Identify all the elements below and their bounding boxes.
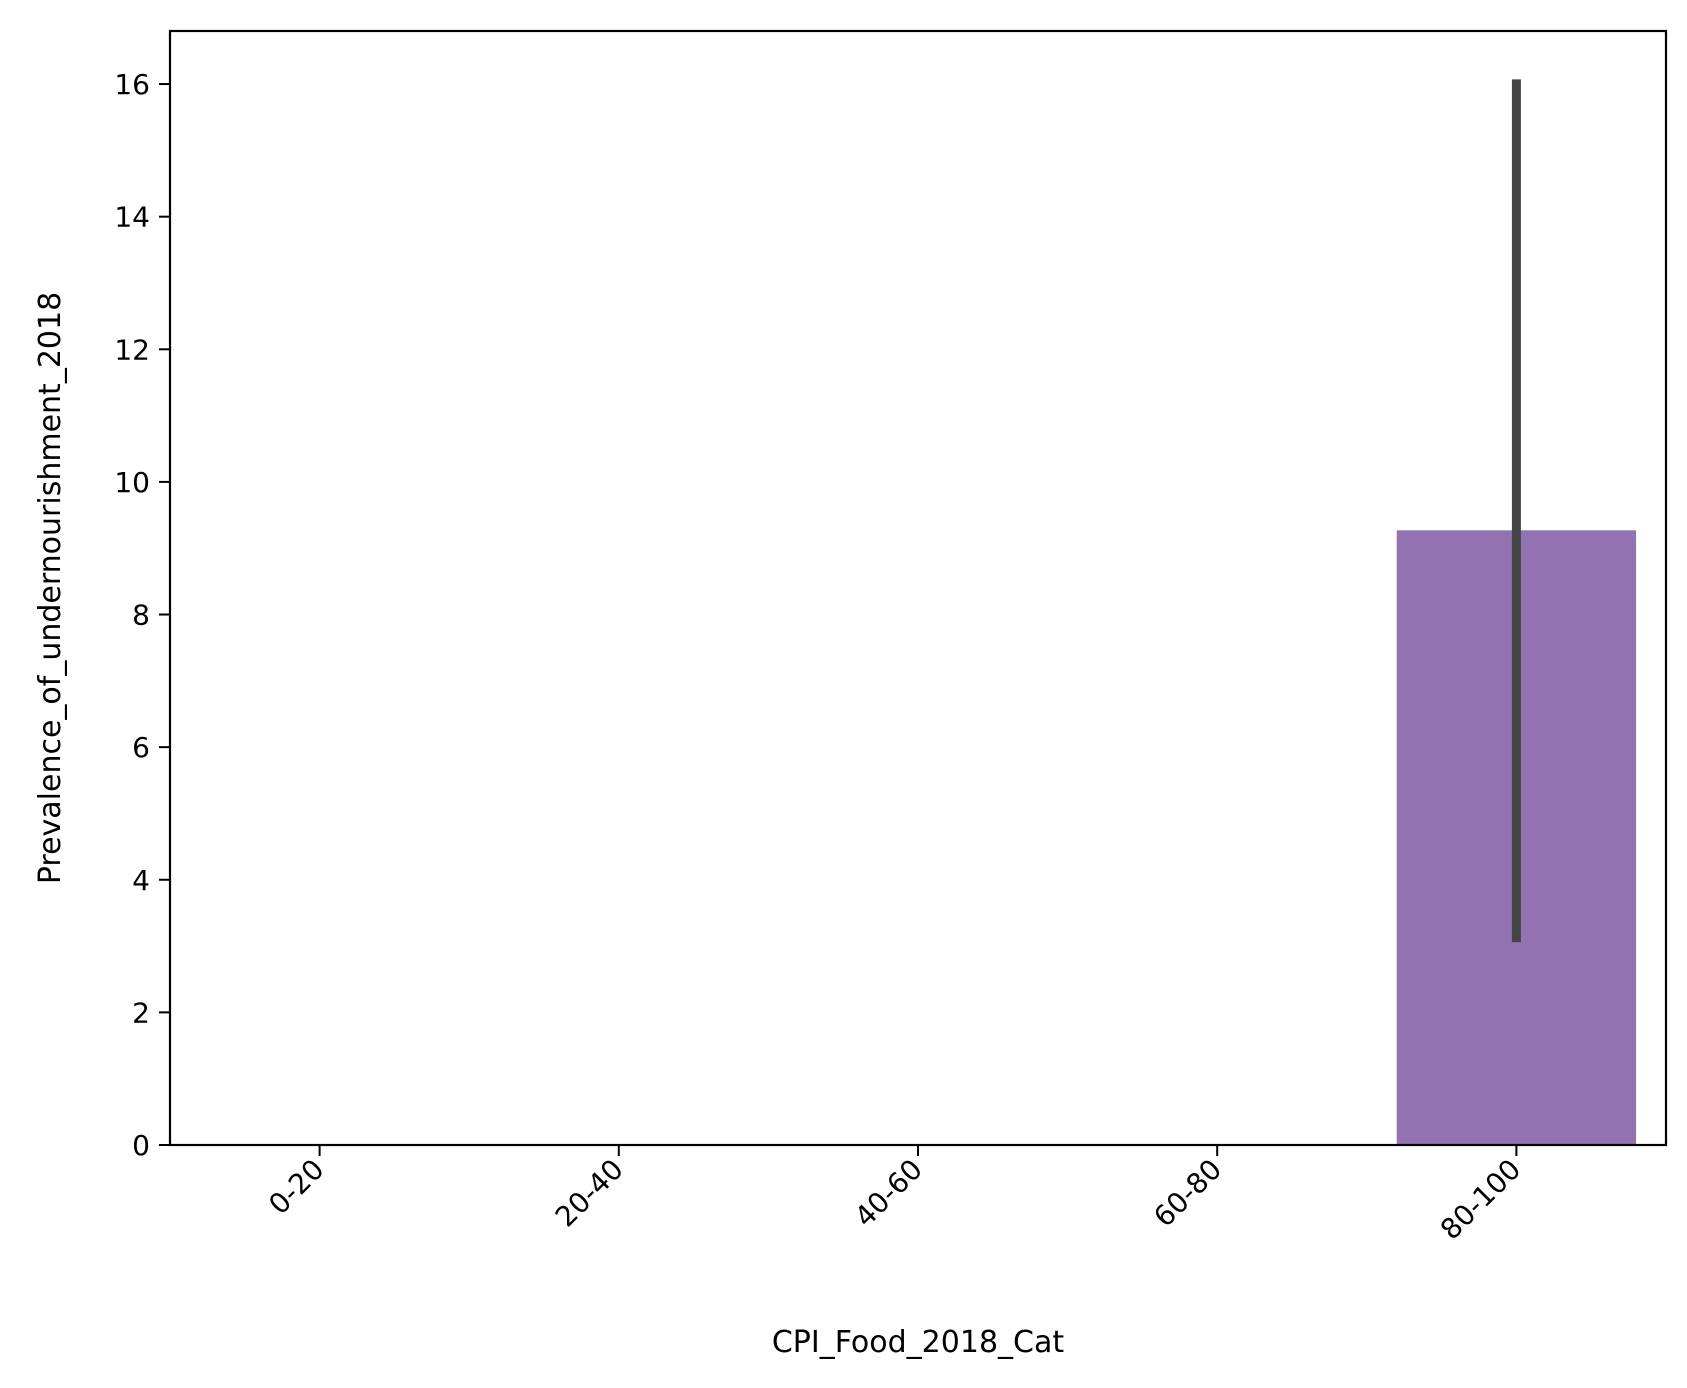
x-tick-label-20-40: 20-40	[549, 1153, 630, 1234]
y-tick-label-4: 4	[132, 864, 150, 897]
y-tick-label-14: 14	[114, 201, 150, 234]
y-tick-label-0: 0	[132, 1129, 150, 1162]
y-tick-label-8: 8	[132, 599, 150, 632]
x-axis-label: CPI_Food_2018_Cat	[772, 1325, 1065, 1360]
y-tick-label-2: 2	[132, 996, 150, 1029]
y-tick-label-12: 12	[114, 333, 150, 366]
y-tick-label-16: 16	[114, 68, 150, 101]
y-tick-label-6: 6	[132, 731, 150, 764]
x-tick-label-0-20: 0-20	[262, 1153, 330, 1221]
x-tick-label-80-100: 80-100	[1434, 1153, 1527, 1246]
x-tick-label-60-80: 60-80	[1147, 1153, 1228, 1234]
x-tick-label-40-60: 40-60	[848, 1153, 929, 1234]
x-axis: 0-20 20-40 40-60 60-80 80-100	[262, 1145, 1527, 1246]
y-axis-label: Prevalence_of_undernourishment_2018	[33, 292, 68, 884]
y-axis: 0 2 4 6 8 10 12 14 16	[114, 68, 170, 1162]
y-tick-label-10: 10	[114, 466, 150, 499]
